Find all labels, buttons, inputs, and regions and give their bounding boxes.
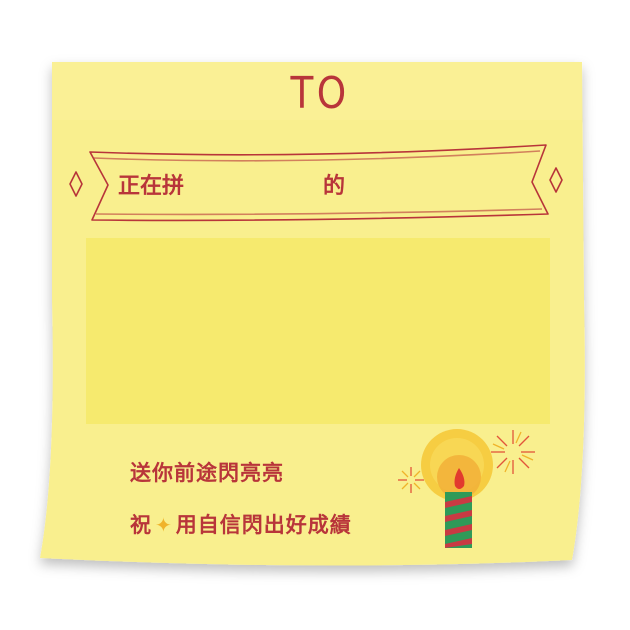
flame-icon xyxy=(454,468,465,489)
candle-icon xyxy=(445,492,472,548)
ribbon-banner xyxy=(69,144,563,222)
banner-suffix: 的 xyxy=(323,174,346,199)
banner-prefix: 正在拼 xyxy=(118,174,185,199)
message-area[interactable] xyxy=(86,238,550,424)
candle-illustration xyxy=(398,429,535,548)
to-heading: TO xyxy=(290,68,350,119)
candle-glow xyxy=(421,429,493,501)
banner-text: 正在拼 的 xyxy=(118,168,498,204)
firework-icon xyxy=(398,430,535,493)
wish-line-1: 送你前途閃亮亮 xyxy=(130,461,284,485)
sparkle-star-icon: ✦ xyxy=(155,513,173,537)
wish-line-2-suffix: 用自信閃出好成績 xyxy=(175,513,352,537)
wish-line-2: 祝 ✦ 用自信閃出好成績 xyxy=(130,509,352,539)
wish-line-2-prefix: 祝 xyxy=(130,513,152,537)
